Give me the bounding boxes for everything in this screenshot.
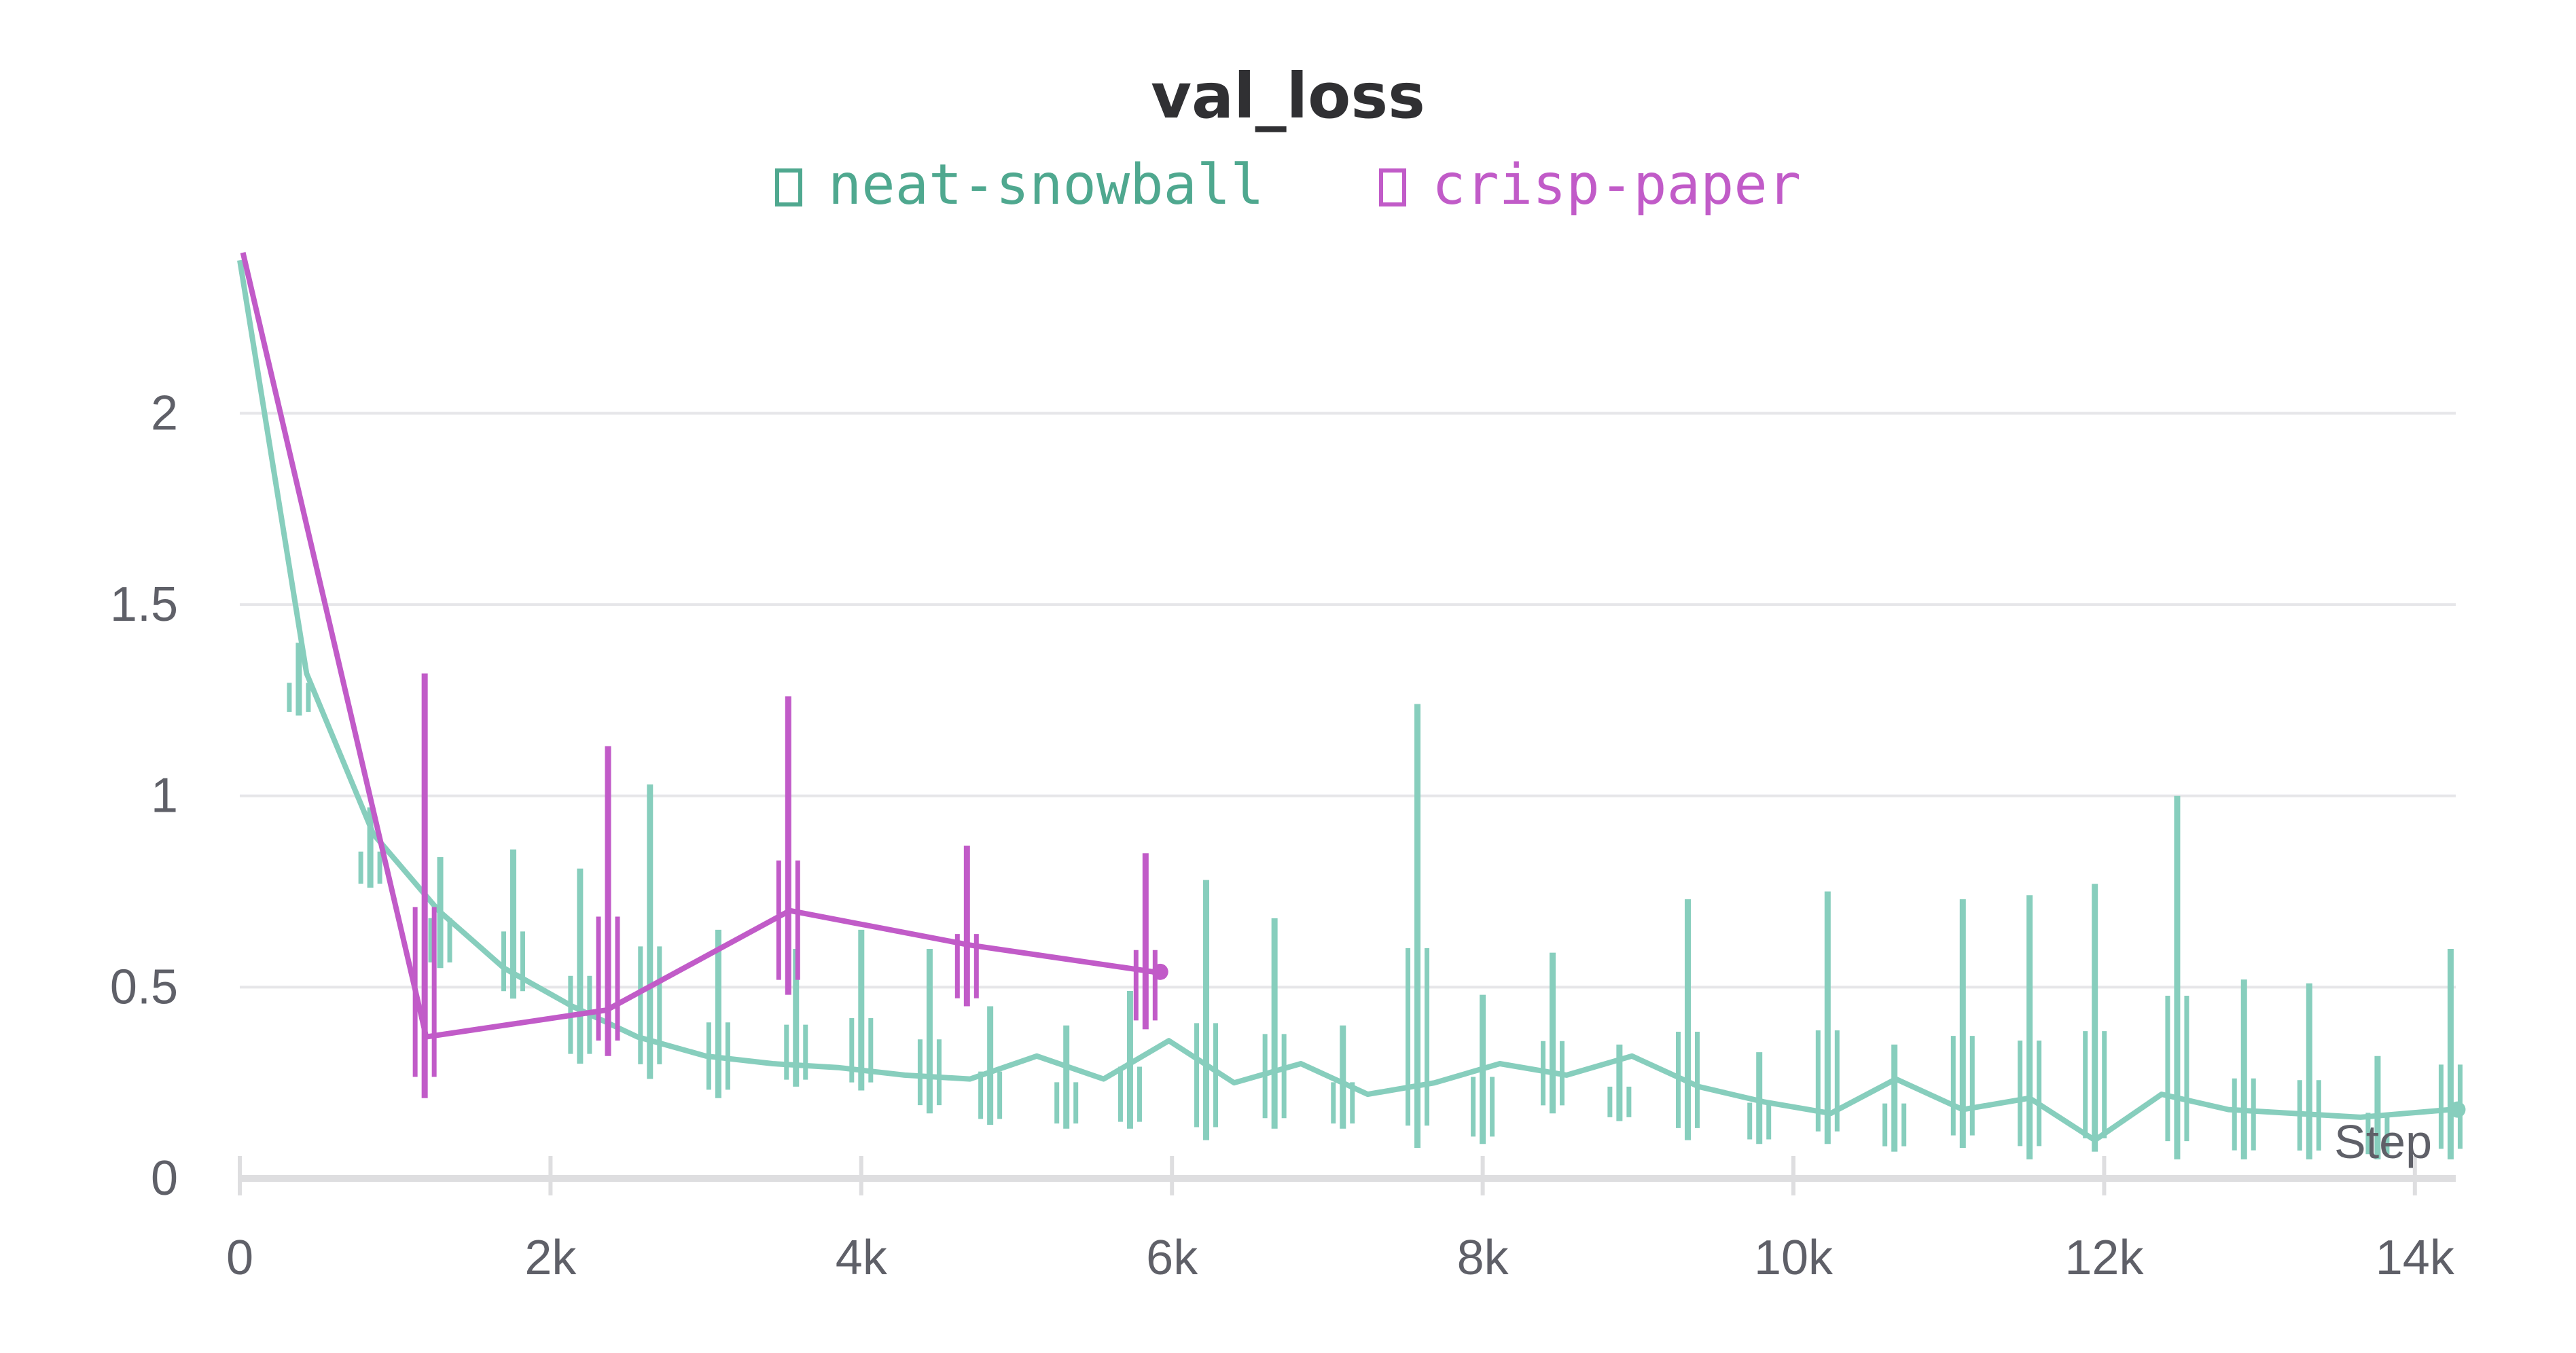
x-tick-label: 2k — [524, 1231, 577, 1285]
x-axis-title: Step — [2334, 1115, 2432, 1168]
x-tick-label: 12k — [2064, 1231, 2144, 1285]
legend-item-crisp-paper[interactable]: crisp-paper — [1379, 153, 1801, 217]
legend-item-neat-snowball[interactable]: neat-snowball — [774, 153, 1264, 217]
x-tick-label: 14k — [2376, 1231, 2455, 1285]
series-crisp-paper — [240, 251, 1168, 1098]
x-tick-label: 10k — [1754, 1231, 1833, 1285]
series-layer — [237, 251, 2466, 1159]
x-tick-label: 0 — [226, 1231, 253, 1285]
legend-label: neat-snowball — [827, 153, 1264, 217]
legend-swatch-icon — [1379, 168, 1407, 206]
series-end-point[interactable] — [1151, 963, 1168, 980]
legend-label: crisp-paper — [1432, 153, 1802, 217]
tick-labels: 0 0.5 1 1.5 2 0 2k 4k 6k 8k 10k 12k 14k Step — [110, 386, 2455, 1285]
series-line[interactable] — [237, 259, 2451, 1143]
y-tick-label: 0.5 — [110, 960, 178, 1014]
chart-title: val_loss — [1151, 60, 1425, 132]
y-tick-label: 1.5 — [110, 577, 178, 632]
legend-swatch-icon — [774, 168, 802, 206]
y-tick-label: 1 — [151, 769, 178, 823]
x-tick-label: 6k — [1146, 1231, 1198, 1285]
chart-legend: neat-snowball crisp-paper — [0, 153, 2576, 217]
x-tick-label: 4k — [836, 1231, 888, 1285]
axes — [238, 1156, 2456, 1195]
y-tick-label: 2 — [151, 386, 178, 440]
series-end-point[interactable] — [2449, 1101, 2466, 1118]
x-tick-label: 8k — [1457, 1231, 1509, 1285]
series-line[interactable] — [240, 251, 1154, 1040]
y-tick-label: 0 — [151, 1151, 178, 1206]
grid-lines — [240, 412, 2456, 989]
series-neat-snowball — [237, 259, 2466, 1159]
